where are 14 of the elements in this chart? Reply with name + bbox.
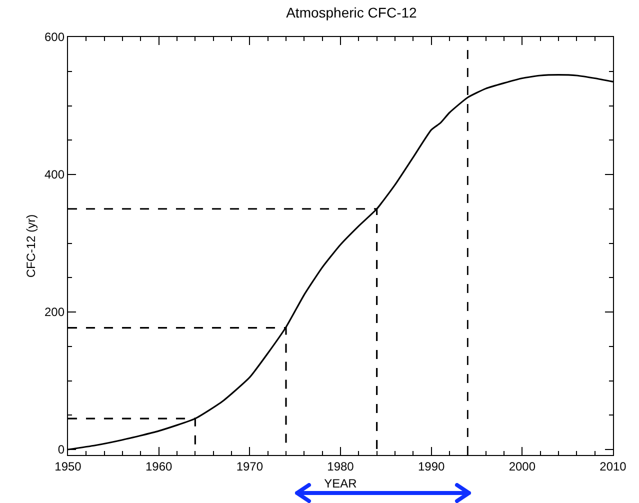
chart-title: Atmospheric CFC-12 — [286, 4, 418, 20]
x-tick-label: 2010 — [600, 460, 627, 474]
x-tick-label: 1970 — [236, 460, 264, 474]
x-tick-label: 1950 — [54, 460, 82, 474]
y-tick-label: 200 — [44, 305, 65, 320]
x-tick-label: 1980 — [327, 460, 354, 474]
x-tick-label: 2000 — [508, 460, 536, 474]
y-tick-label: 400 — [44, 168, 65, 182]
y-tick-label: 600 — [44, 30, 65, 44]
y-axis-title: CFC-12 (yr) — [24, 214, 38, 278]
x-tick-label: 1960 — [145, 460, 172, 474]
x-tick-label: 1990 — [418, 460, 445, 474]
x-axis-title: YEAR — [324, 476, 358, 490]
y-tick-label: 0 — [58, 442, 65, 457]
